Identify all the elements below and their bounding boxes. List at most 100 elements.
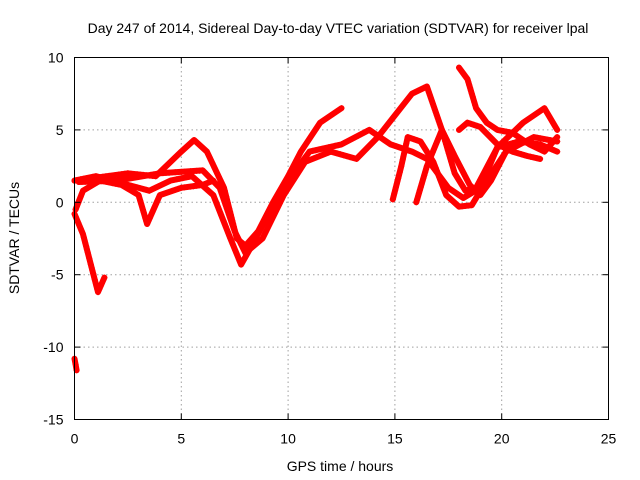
data-point xyxy=(475,179,482,186)
data-point xyxy=(223,205,230,212)
data-point xyxy=(465,202,472,209)
data-point xyxy=(425,160,432,167)
y-axis-label: SDTVAR / TECUs xyxy=(6,182,22,294)
data-point xyxy=(316,146,323,153)
data-point xyxy=(448,158,455,165)
data-point xyxy=(300,161,307,168)
data-point xyxy=(160,191,166,197)
data-point xyxy=(91,276,98,283)
data-point xyxy=(154,197,161,204)
data-point xyxy=(440,129,447,136)
data-point xyxy=(350,155,357,161)
data-point xyxy=(292,159,299,166)
data-point xyxy=(389,196,396,203)
data-point xyxy=(175,185,182,192)
data-point xyxy=(551,147,558,154)
data-point xyxy=(424,86,431,93)
data-point xyxy=(472,102,479,109)
data-point xyxy=(426,92,433,99)
data-point xyxy=(433,112,440,119)
data-point xyxy=(137,197,144,204)
data-point xyxy=(540,136,547,142)
data-point xyxy=(263,227,270,234)
data-point xyxy=(224,208,231,214)
data-point xyxy=(90,270,97,277)
data-point xyxy=(391,190,398,197)
data-point xyxy=(146,215,153,222)
data-point xyxy=(465,79,472,86)
data-point xyxy=(434,138,441,144)
data-point xyxy=(164,179,171,185)
data-point xyxy=(396,169,403,176)
data-point xyxy=(420,175,427,182)
data-point xyxy=(385,139,391,146)
data-point xyxy=(267,219,274,226)
data-point xyxy=(327,148,334,155)
data-point xyxy=(444,138,451,145)
data-point xyxy=(346,137,353,143)
data-point xyxy=(399,159,405,166)
data-point xyxy=(390,193,397,200)
data-point xyxy=(88,264,95,271)
data-point xyxy=(439,183,446,189)
series-markers-arc-3 xyxy=(71,126,561,268)
data-point xyxy=(415,87,421,94)
data-point xyxy=(435,135,442,142)
data-point xyxy=(84,249,91,256)
data-point xyxy=(440,186,447,192)
data-point xyxy=(167,177,174,184)
data-point xyxy=(143,186,150,193)
data-point xyxy=(220,218,227,225)
data-point xyxy=(427,154,434,161)
data-point xyxy=(217,176,224,183)
data-point xyxy=(83,246,90,253)
data-point xyxy=(132,190,139,197)
data-point xyxy=(216,206,222,213)
data-point xyxy=(283,175,290,182)
data-point xyxy=(152,184,159,191)
grid-lines xyxy=(74,57,609,420)
data-point xyxy=(322,145,329,151)
data-point xyxy=(209,159,216,166)
data-point xyxy=(423,83,430,90)
data-point xyxy=(432,109,439,116)
data-point xyxy=(478,174,485,180)
data-point xyxy=(334,150,341,157)
data-point xyxy=(307,156,314,163)
data-point xyxy=(450,150,457,157)
data-point xyxy=(170,177,177,183)
data-point xyxy=(538,147,545,154)
data-point xyxy=(218,179,225,186)
data-point xyxy=(219,193,226,200)
data-point xyxy=(480,171,487,178)
data-point xyxy=(552,136,559,143)
data-point xyxy=(76,222,83,229)
data-point xyxy=(211,195,218,201)
data-point xyxy=(218,190,225,197)
data-point xyxy=(537,155,544,162)
data-point xyxy=(196,167,203,174)
data-point xyxy=(213,200,220,207)
data-point xyxy=(214,203,221,210)
data-series xyxy=(71,64,561,374)
data-point xyxy=(420,154,427,161)
data-point xyxy=(179,175,186,182)
data-point xyxy=(144,221,151,227)
data-point xyxy=(95,289,101,296)
x-tick-label: 10 xyxy=(280,431,296,447)
data-point xyxy=(101,274,108,281)
data-point xyxy=(149,186,156,193)
data-point xyxy=(111,177,117,184)
data-point xyxy=(523,139,530,146)
data-point xyxy=(544,136,551,143)
data-point xyxy=(134,184,141,191)
data-point xyxy=(228,219,235,226)
data-point xyxy=(207,157,214,163)
data-point xyxy=(222,223,229,230)
data-point xyxy=(509,148,516,155)
data-point xyxy=(335,142,342,149)
data-point xyxy=(443,135,450,142)
data-point xyxy=(80,234,87,241)
data-point xyxy=(286,170,293,177)
data-point xyxy=(407,135,414,142)
